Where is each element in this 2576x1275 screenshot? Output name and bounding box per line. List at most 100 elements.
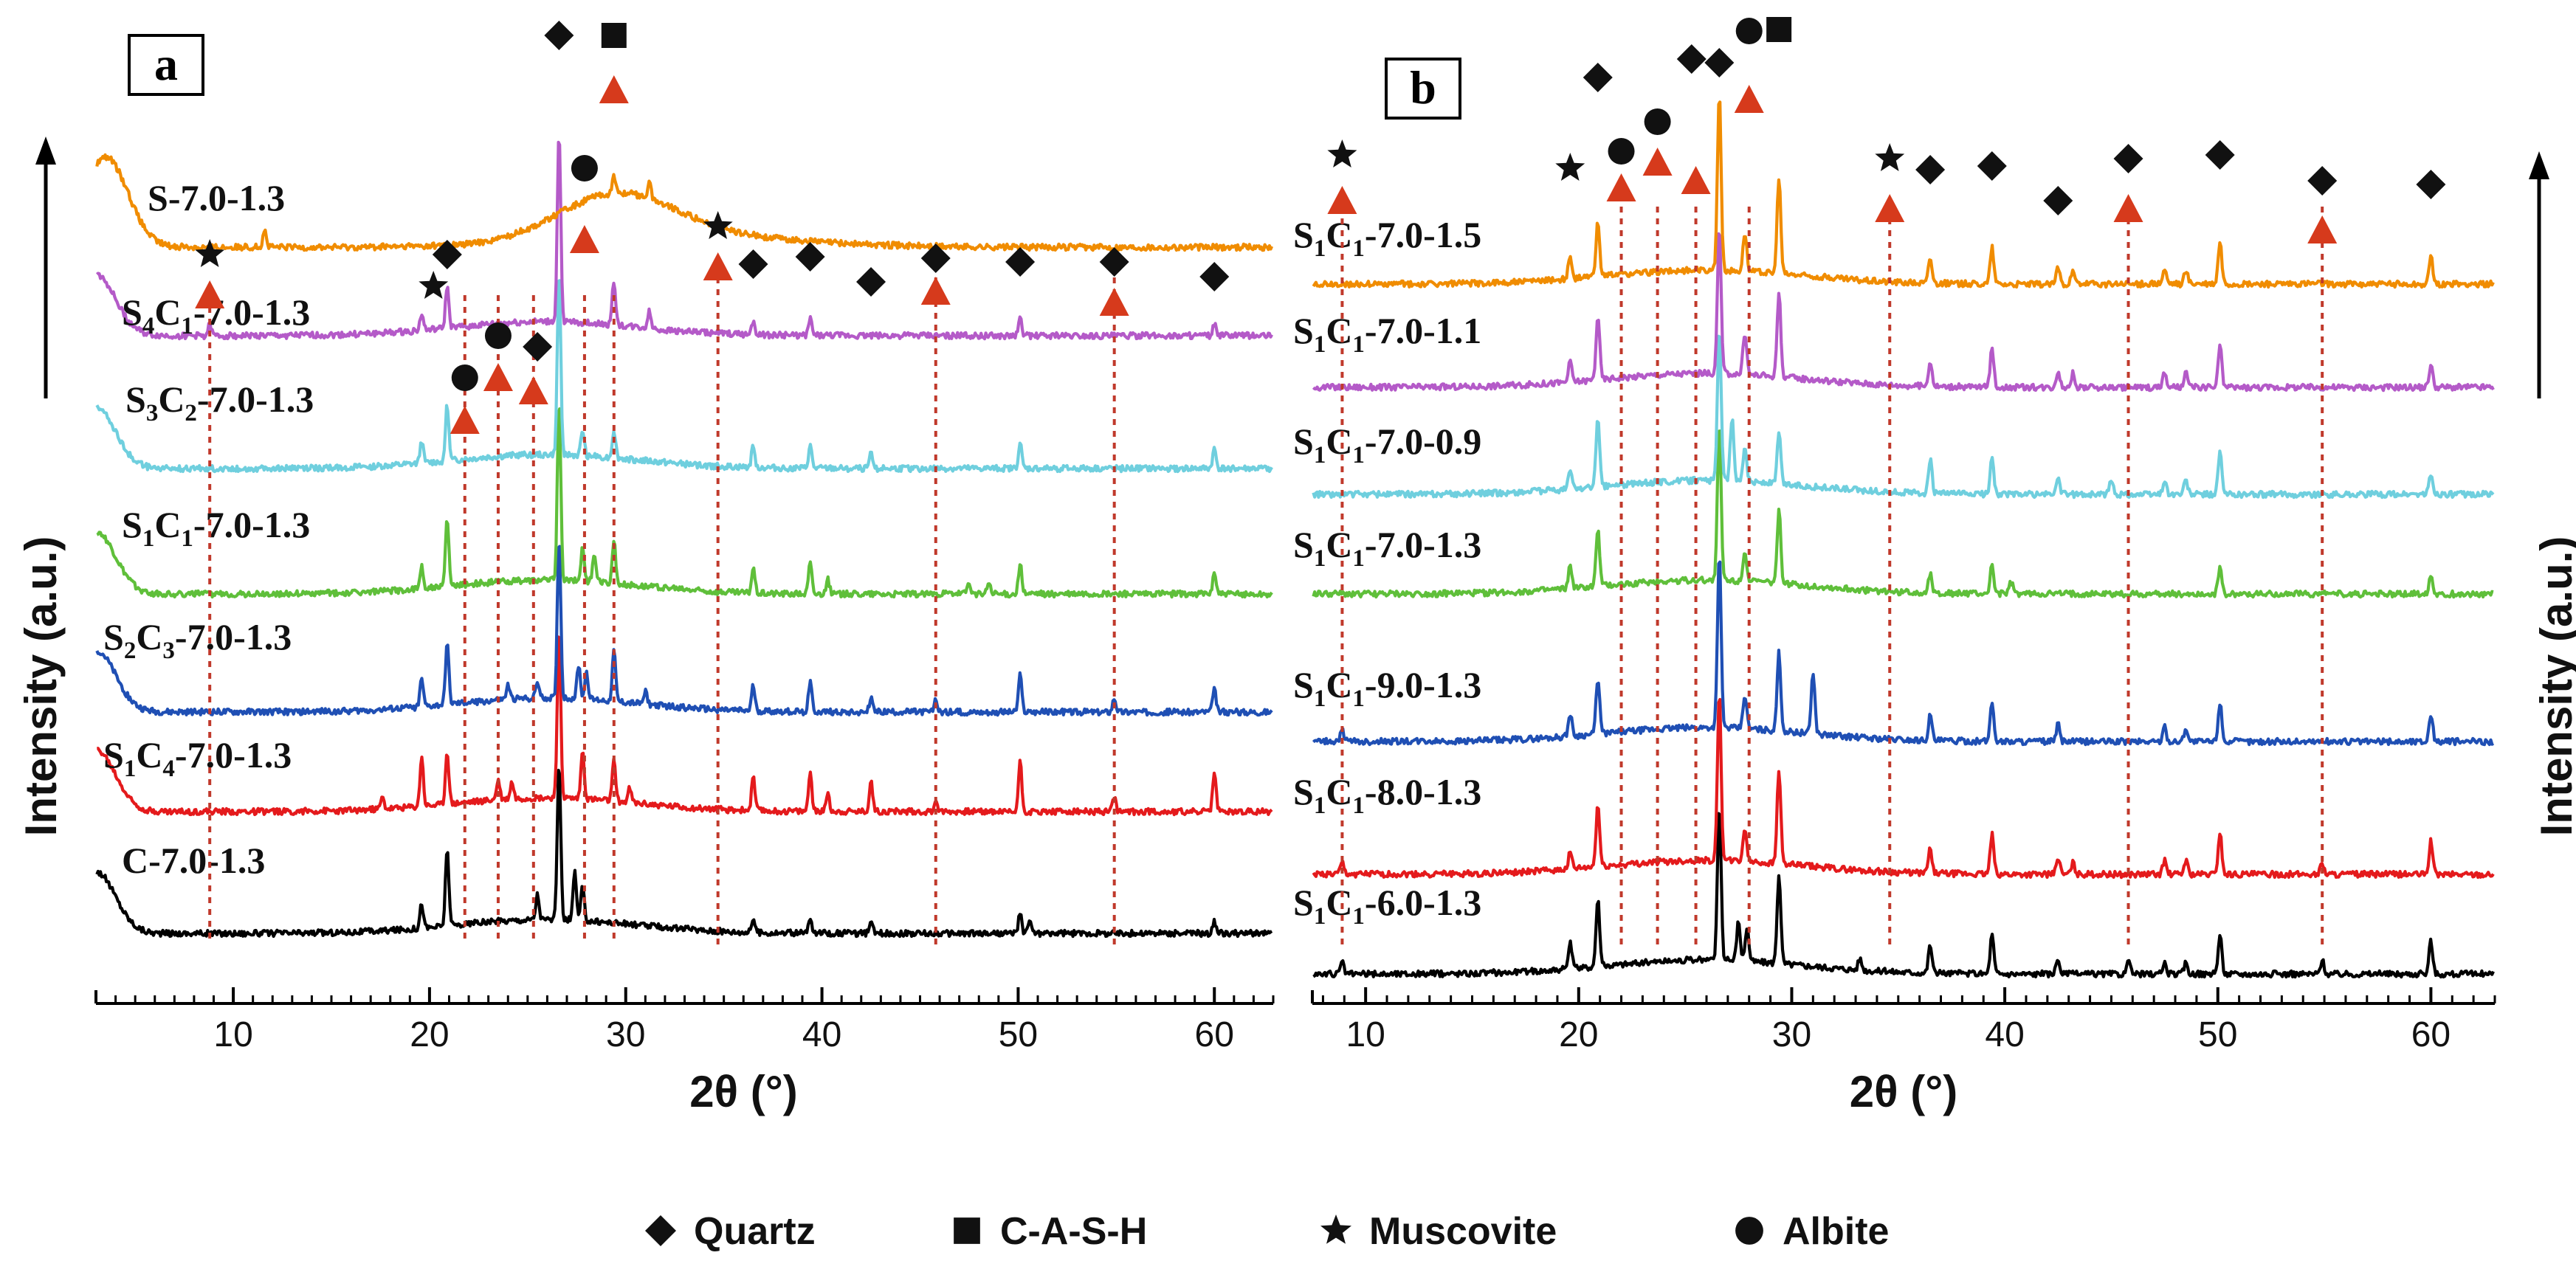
label-sub: 1 [124,756,137,782]
label-sub: 1 [1352,792,1365,819]
label-sub: 2 [124,638,137,664]
label-mid: C [136,734,162,775]
x-tick-label: 40 [802,1015,841,1054]
diamond-marker [1915,155,1946,184]
x-axis-title: 2θ (°) [689,1067,797,1116]
series-line-s2c3-7.0-1.3 [95,545,1273,717]
diamond-icon [645,1215,676,1246]
sample-label: S2C3-7.0-1.3 [103,616,292,664]
sample-label: S1C1-7.0-1.5 [1293,214,1481,262]
label-sub: 3 [162,638,175,664]
triangle-marker [599,75,629,103]
triangle-marker [195,280,225,308]
diamond-marker [920,243,951,273]
label-sub: 1 [1352,442,1365,469]
x-tick-label: 30 [606,1015,645,1054]
y-axis-title: Intensity (a.u.) [2532,536,2576,837]
diamond-marker [1583,63,1613,92]
label-tail: -7.0-1.3 [175,616,292,657]
triangle-marker [483,363,513,391]
diamond-marker [523,332,553,362]
label-tail: -7.0-1.3 [193,504,310,545]
sample-label: S1C1-7.0-1.3 [1293,524,1481,572]
label-tail: -7.0-1.3 [175,734,292,775]
series-line-s1c1-7.0-1.1 [1312,232,2495,393]
circle-marker [484,322,512,349]
x-axis-title: 2θ (°) [1850,1067,1957,1116]
triangle-marker [1681,166,1711,194]
triangle-marker [1606,173,1636,201]
triangle-marker [518,376,548,404]
diamond-marker [2307,166,2338,196]
diamond-marker [738,249,768,279]
legend-label: Muscovite [1369,1210,1557,1253]
series-line-s1c1-7.0-0.9 [1312,334,2495,500]
label-base: S [1293,310,1314,351]
star-marker [1555,153,1585,181]
diamond-marker [2113,144,2143,173]
diamond-marker [2416,170,2446,199]
label-base: S [1293,524,1314,565]
legend-item-c-a-s-h: C-A-S-H [954,1210,1147,1253]
x-tick-label: 20 [1559,1015,1598,1054]
label-sub: 1 [1314,235,1326,262]
panel-label-box [128,34,204,96]
x-tick-label: 10 [213,1015,252,1054]
legend-label: Quartz [694,1210,816,1253]
sample-label: S1C1-6.0-1.3 [1293,882,1481,930]
label-sub: 1 [181,313,193,339]
triangle-marker [2307,215,2338,243]
legend-label: C-A-S-H [1000,1210,1147,1253]
triangle-marker [1327,186,1357,214]
label-tail: -9.0-1.3 [1365,664,1481,705]
circle-marker [1735,18,1763,44]
label-base: S [1293,421,1314,462]
y-arrow-head [35,137,56,165]
label-sub: 1 [1314,331,1326,358]
x-tick-label: 50 [999,1015,1038,1054]
label-sub: 1 [1352,331,1365,358]
triangle-marker [920,277,951,305]
label-mid: C [1326,310,1352,351]
x-tick-label: 40 [1985,1015,2024,1054]
label-sub: 3 [146,400,159,426]
diamond-marker [795,242,825,272]
label-tail: -7.0-1.3 [168,177,285,218]
label-base: S [1293,664,1314,705]
star-marker [419,271,449,299]
sample-label: S1C1-7.0-1.3 [122,504,310,552]
legend-item-muscovite: Muscovite [1320,1210,1557,1253]
triangle-marker [703,252,733,280]
square-marker [601,23,627,48]
label-mid: C [154,504,181,545]
label-sub: 2 [185,400,197,426]
sample-label: S-7.0-1.3 [148,177,285,218]
panel-a: C-7.0-1.3S1C4-7.0-1.3S2C3-7.0-1.3S1C1-7.… [16,21,1275,1116]
panel-label: a [154,38,178,90]
sample-label: S1C1-7.0-1.1 [1293,310,1481,358]
sample-label: C-7.0-1.3 [122,840,265,881]
label-sub: 1 [1314,545,1326,572]
series-line-s4c1-7.0-1.3 [95,140,1273,341]
label-tail: -7.0-1.3 [197,379,314,420]
series-line-s1c1-9.0-1.3 [1312,560,2495,747]
diamond-marker [1704,48,1735,77]
diamond-marker [1676,44,1707,74]
triangle-marker [1875,194,1905,222]
triangle-marker [1642,148,1673,176]
label-sub: 1 [1314,792,1326,819]
label-sub: 1 [1314,903,1326,930]
label-sub: 1 [1314,442,1326,469]
x-tick-label: 30 [1772,1015,1811,1054]
diamond-marker [1099,247,1129,277]
circle-marker [1608,138,1635,165]
label-tail: -8.0-1.3 [1365,771,1481,812]
circle-marker [571,155,598,182]
label-mid: C [1326,524,1352,565]
label-sub: 1 [1352,545,1365,572]
series-line-s1c1-7.0-1.3 [1312,429,2494,599]
label-mid: C [1326,214,1352,255]
label-base: S [1293,214,1314,255]
label-base: C [122,840,148,881]
